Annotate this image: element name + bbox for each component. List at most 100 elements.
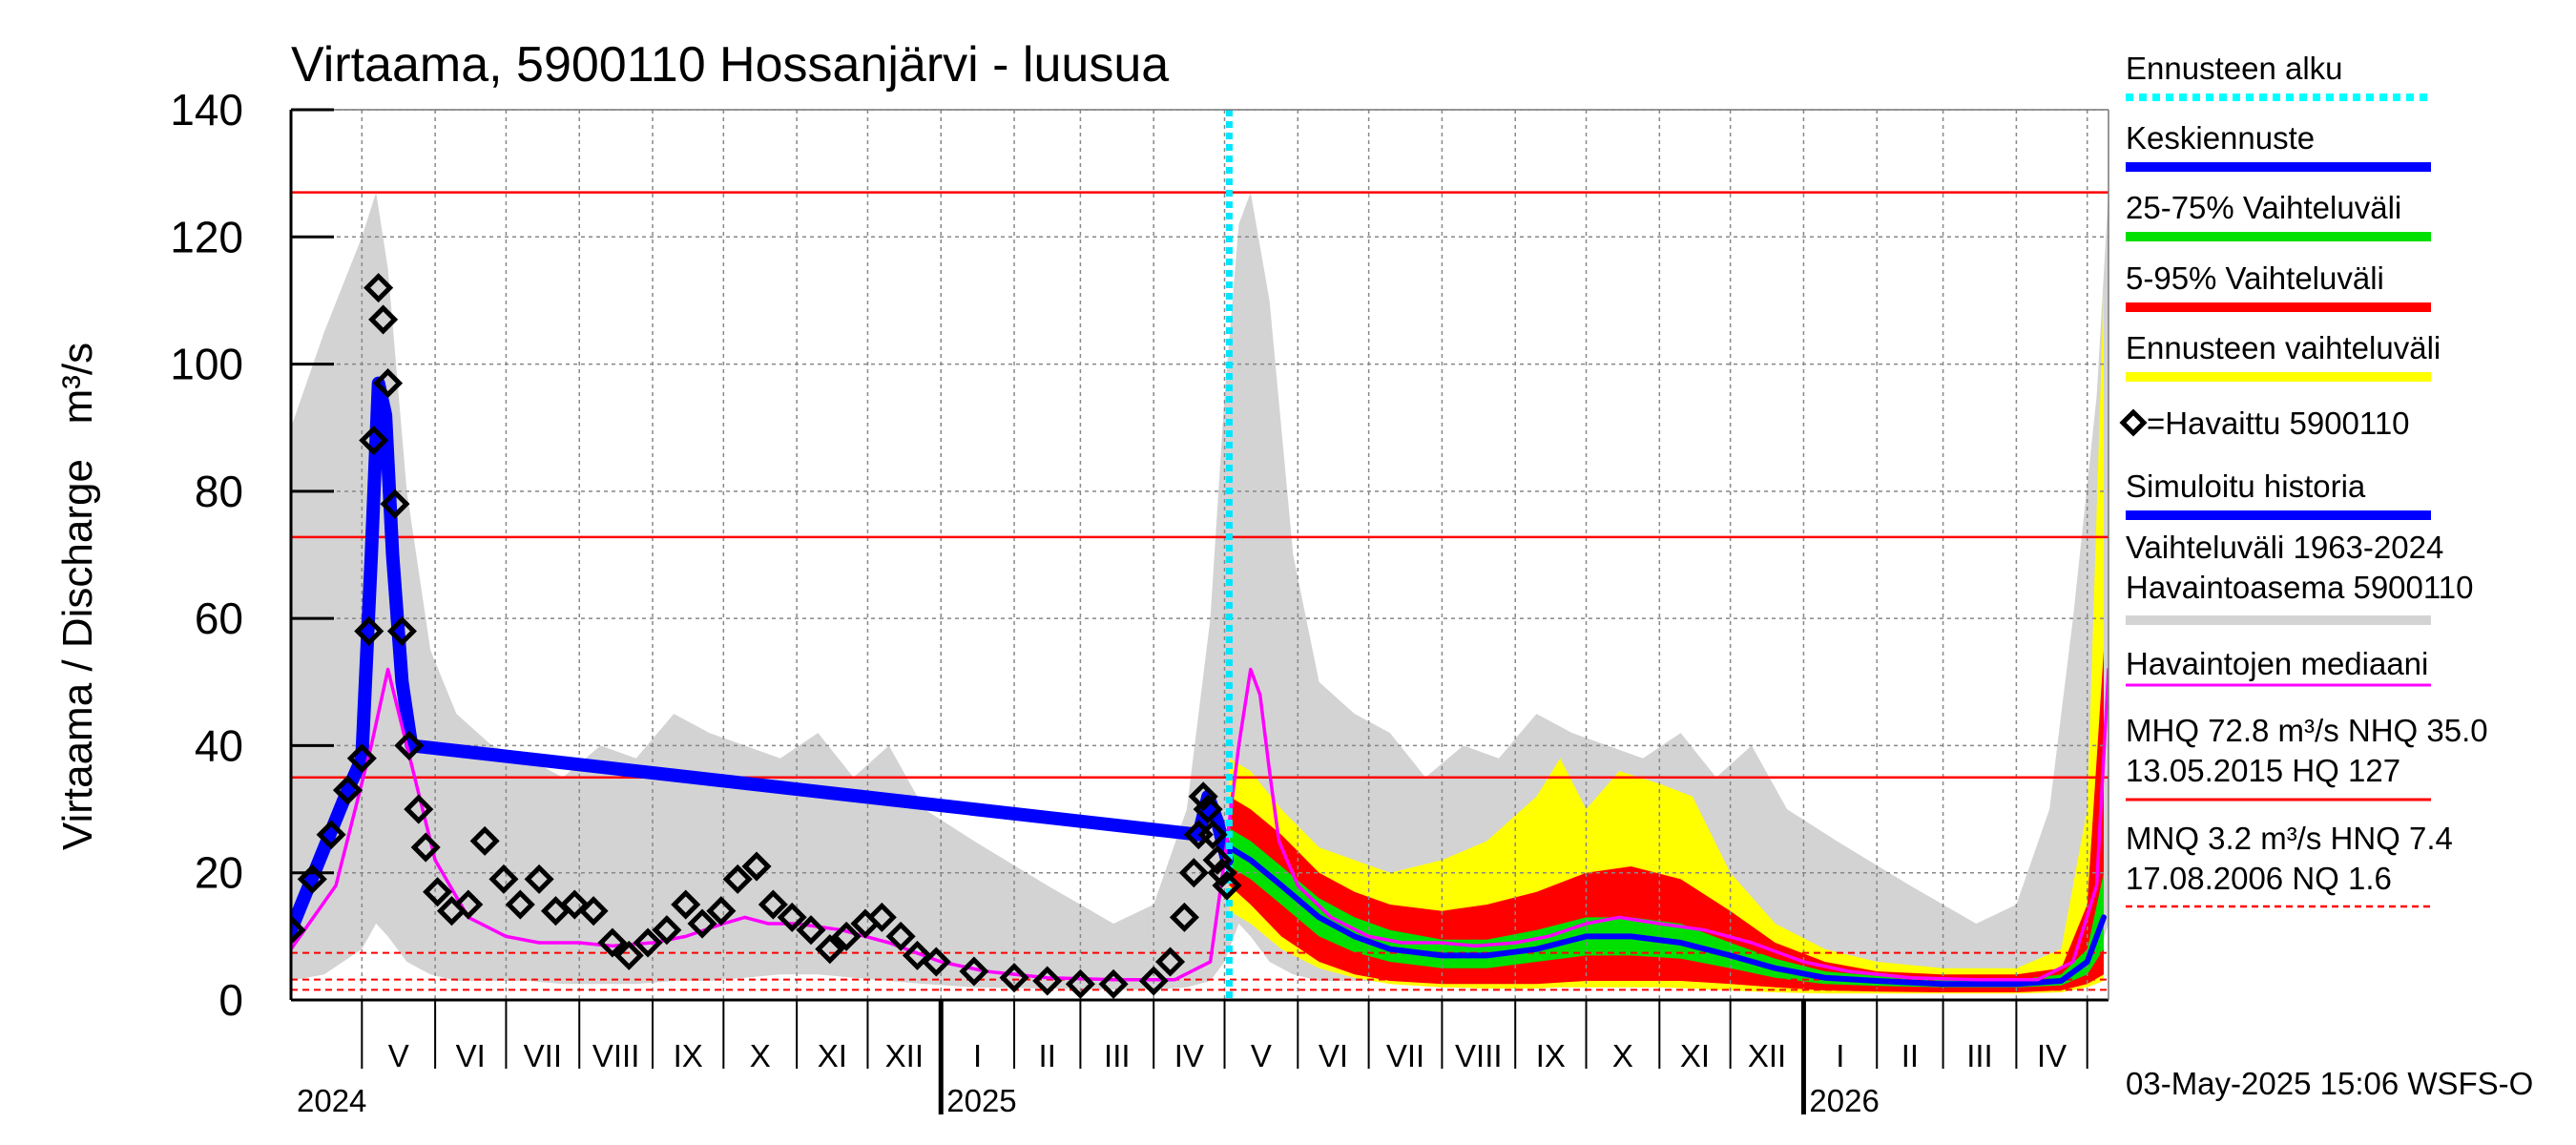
observed-point-5 bbox=[354, 615, 384, 647]
observed-point-15 bbox=[423, 877, 453, 907]
x-month-label-8: I bbox=[973, 1038, 982, 1073]
x-year-label-2: 2026 bbox=[1809, 1083, 1879, 1118]
x-month-label-9: II bbox=[1039, 1038, 1056, 1073]
observed-point-32 bbox=[722, 864, 753, 894]
series-forecast-median bbox=[1226, 844, 2107, 988]
plot-area bbox=[291, 110, 2109, 1000]
observed-point-13 bbox=[404, 794, 434, 824]
x-month-label-1: VI bbox=[456, 1038, 486, 1073]
x-year-label-0: 2024 bbox=[297, 1083, 366, 1118]
observed-point-8 bbox=[368, 304, 399, 335]
y-axis-label: Virtaama / Discharge m³/s bbox=[54, 343, 101, 850]
observed-point-7 bbox=[364, 273, 394, 303]
observed-point-38 bbox=[831, 921, 862, 951]
x-month-label-15: VIII bbox=[1455, 1038, 1503, 1073]
observed-point-58 bbox=[1207, 858, 1237, 888]
observed-point-51 bbox=[1169, 902, 1199, 932]
legend-label-4: Ennusteen vaihteluväli bbox=[2126, 330, 2441, 365]
y-tick-label-4: 80 bbox=[195, 467, 243, 516]
x-year-label-1: 2025 bbox=[946, 1083, 1016, 1118]
observed-point-31 bbox=[706, 896, 737, 926]
observed-point-44 bbox=[959, 956, 989, 987]
observed-point-23 bbox=[559, 889, 590, 920]
observed-point-41 bbox=[885, 921, 916, 951]
legend-label-8: Havaintojen mediaani bbox=[2126, 646, 2428, 681]
observed-point-12 bbox=[394, 730, 425, 760]
legend-label-0: Ennusteen alku bbox=[2126, 51, 2343, 86]
x-month-label-12: V bbox=[1251, 1038, 1272, 1073]
legend-swatch-5 bbox=[2119, 408, 2148, 437]
x-month-label-23: IV bbox=[2037, 1038, 2067, 1073]
legend-label-7-1: Havaintoasema 5900110 bbox=[2126, 570, 2473, 605]
x-month-label-18: XI bbox=[1680, 1038, 1710, 1073]
observed-point-35 bbox=[777, 902, 807, 932]
observed-point-33 bbox=[741, 851, 772, 882]
observed-point-54 bbox=[1188, 781, 1218, 812]
observed-point-1 bbox=[297, 864, 327, 894]
legend-label-10-0: MNQ 3.2 m³/s HNQ 7.4 bbox=[2126, 821, 2453, 856]
x-month-label-2: VII bbox=[524, 1038, 562, 1073]
legend-label-2: 25-75% Vaihteluväli bbox=[2126, 190, 2401, 225]
observed-point-21 bbox=[524, 864, 554, 894]
observed-point-52 bbox=[1178, 858, 1209, 888]
x-month-label-19: XII bbox=[1748, 1038, 1786, 1073]
legend-label-10-1: 17.08.2006 NQ 1.6 bbox=[2126, 861, 2392, 896]
band-3 bbox=[1229, 828, 2104, 988]
plot-content bbox=[291, 110, 2109, 1000]
observed-point-11 bbox=[386, 615, 417, 647]
x-month-label-3: VIII bbox=[592, 1038, 640, 1073]
x-month-label-7: XII bbox=[885, 1038, 924, 1073]
observed-point-18 bbox=[469, 825, 500, 856]
x-month-label-13: VI bbox=[1319, 1038, 1348, 1073]
observed-point-19 bbox=[488, 864, 519, 894]
observed-point-9 bbox=[373, 368, 404, 399]
x-month-label-10: III bbox=[1104, 1038, 1131, 1073]
observed-point-59 bbox=[1212, 870, 1242, 901]
observed-point-3 bbox=[332, 775, 363, 805]
observed-point-45 bbox=[999, 963, 1029, 993]
x-month-label-0: V bbox=[388, 1038, 409, 1073]
observed-point-27 bbox=[633, 927, 663, 958]
observed-point-14 bbox=[410, 832, 441, 863]
observed-point-28 bbox=[652, 915, 682, 946]
x-month-label-14: VII bbox=[1386, 1038, 1424, 1073]
legend-label-3: 5-95% Vaihteluväli bbox=[2126, 260, 2384, 296]
observed-point-34 bbox=[758, 889, 788, 920]
y-tick-label-7: 140 bbox=[170, 85, 243, 135]
observed-point-26 bbox=[613, 940, 644, 970]
observed-point-17 bbox=[453, 889, 484, 920]
observed-point-6 bbox=[359, 426, 389, 456]
x-month-label-17: X bbox=[1612, 1038, 1633, 1073]
y-tick-label-1: 20 bbox=[195, 848, 243, 898]
x-month-label-11: IV bbox=[1174, 1038, 1204, 1073]
observed-point-43 bbox=[921, 947, 951, 977]
legend-label-7-0: Vaihteluväli 1963-2024 bbox=[2126, 530, 2443, 565]
chart-title: Virtaama, 5900110 Hossanjärvi - luusua bbox=[291, 37, 1169, 93]
y-tick-label-0: 0 bbox=[218, 975, 243, 1025]
x-month-label-4: IX bbox=[674, 1038, 703, 1073]
observed-point-24 bbox=[578, 896, 609, 926]
y-tick-label-6: 120 bbox=[170, 212, 243, 261]
x-month-label-5: X bbox=[750, 1038, 771, 1073]
observed-point-56 bbox=[1197, 820, 1228, 850]
observed-point-4 bbox=[346, 743, 377, 774]
x-month-label-16: IX bbox=[1536, 1038, 1566, 1073]
x-month-label-20: I bbox=[1836, 1038, 1844, 1073]
observed-point-50 bbox=[1154, 947, 1186, 977]
observed-point-40 bbox=[866, 902, 897, 932]
x-month-label-21: II bbox=[1901, 1038, 1919, 1073]
legend-label-1: Keskiennuste bbox=[2126, 120, 2315, 156]
observed-point-29 bbox=[671, 889, 701, 920]
y-tick-label-3: 60 bbox=[195, 593, 243, 643]
observed-point-48 bbox=[1098, 968, 1129, 999]
observed-point-20 bbox=[505, 889, 535, 920]
observed-point-2 bbox=[316, 820, 346, 850]
observed-point-37 bbox=[815, 934, 845, 965]
observed-point-30 bbox=[687, 908, 717, 939]
observed-point-36 bbox=[796, 915, 826, 946]
legend-label-9-0: MHQ 72.8 m³/s NHQ 35.0 bbox=[2126, 713, 2488, 748]
observed-point-25 bbox=[597, 927, 628, 958]
observed-point-0 bbox=[291, 915, 306, 946]
legend-label-9-1: 13.05.2015 HQ 127 bbox=[2126, 753, 2400, 788]
